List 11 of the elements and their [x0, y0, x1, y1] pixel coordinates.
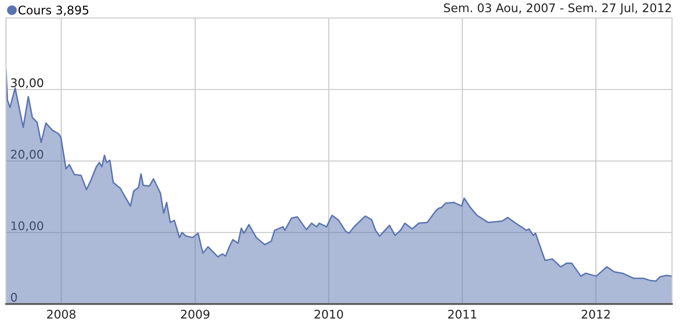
x-tick-label: 2012: [582, 310, 610, 319]
x-tick-label: 2009: [181, 310, 210, 319]
chart-subtitle: Sem. 03 Aou, 2007 - Sem. 27 Jul, 2012: [444, 3, 671, 14]
x-tick-label: 2010: [314, 310, 343, 319]
y-tick-label: 30,00: [11, 78, 44, 88]
y-tick-label: 20,00: [11, 150, 44, 160]
x-tick-label: 2011: [448, 310, 476, 319]
x-tick-label: 2008: [47, 310, 76, 319]
y-tick-label: 10,00: [11, 221, 44, 232]
y-tick-label: 0: [10, 292, 17, 302]
legend-label: Cours 3,895: [18, 6, 88, 16]
